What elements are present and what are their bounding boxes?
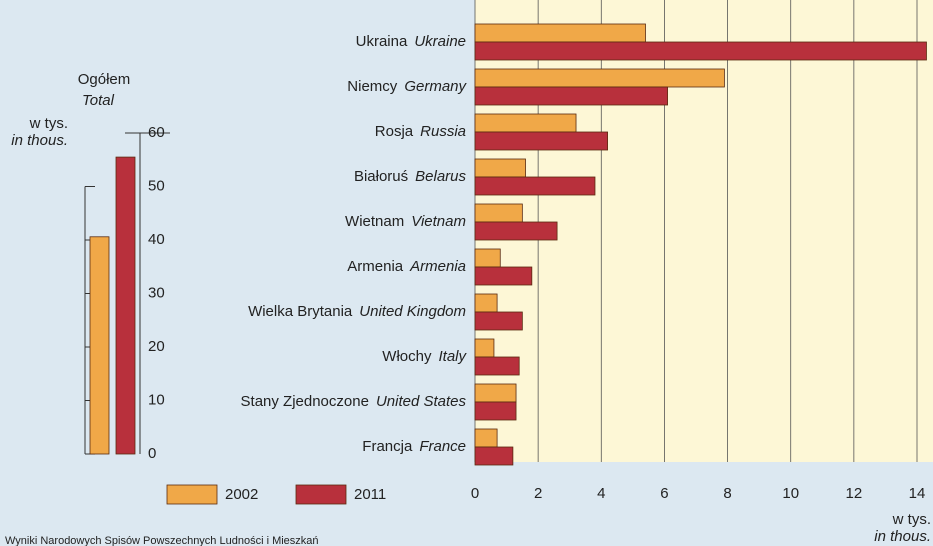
total-title: Ogółem [78, 71, 131, 88]
bar [474, 401, 517, 421]
bar [474, 383, 517, 403]
y-tick-label: 30 [148, 284, 165, 301]
category-label-en: Ukraine [414, 33, 466, 50]
x-tick-label: 6 [660, 485, 668, 502]
category-label: Armenia [347, 258, 404, 275]
bar [474, 266, 533, 286]
x-label: w tys. [892, 511, 931, 528]
category-label: Rosja [375, 123, 414, 140]
bar [474, 68, 725, 88]
category-label-en: Germany [404, 78, 467, 95]
x-tick-label: 4 [597, 485, 605, 502]
category-label-en: Russia [420, 123, 466, 140]
bar [474, 311, 523, 331]
bar [474, 293, 498, 313]
y-tick-label: 10 [148, 391, 165, 408]
bar [474, 248, 501, 268]
category-label: Włochy [382, 348, 432, 365]
y-label: w tys. [29, 115, 68, 132]
total-bar [89, 236, 110, 455]
category-label-en: United Kingdom [359, 303, 466, 320]
total-bar [115, 156, 136, 455]
category-label-en: United States [376, 393, 467, 410]
bar [474, 356, 520, 376]
category-label: Wielka Brytania [248, 303, 353, 320]
category-label: Niemcy [347, 78, 398, 95]
bar [474, 131, 609, 151]
y-label-en: in thous. [11, 132, 68, 149]
category-label-en: Italy [438, 348, 467, 365]
legend-swatch [166, 484, 218, 505]
bar [474, 203, 523, 223]
category-label: Białoruś [354, 168, 408, 185]
bar [474, 113, 577, 133]
total-subtitle: Total [82, 92, 115, 109]
bar [474, 41, 927, 61]
bar [474, 446, 514, 466]
bar [474, 23, 646, 43]
bar [474, 176, 596, 196]
category-label-en: Armenia [409, 258, 466, 275]
source: Wyniki Narodowych Spisów Powszechnych Lu… [5, 535, 319, 546]
y-tick-label: 20 [148, 338, 165, 355]
legend-swatch [295, 484, 347, 505]
x-tick-label: 10 [782, 485, 799, 502]
y-tick-label: 40 [148, 231, 165, 248]
category-label-en: France [419, 438, 466, 455]
bar [474, 428, 498, 448]
category-label: Wietnam [345, 213, 404, 230]
y-tick-label: 0 [148, 445, 156, 462]
x-tick-label: 2 [534, 485, 542, 502]
category-label: Stany Zjednoczone [241, 393, 369, 410]
legend-label: 2002 [225, 486, 258, 503]
category-label-en: Belarus [415, 168, 466, 185]
y-tick-label: 50 [148, 177, 165, 194]
category-label-en: Vietnam [411, 213, 466, 230]
x-tick-label: 12 [846, 485, 863, 502]
category-label: Ukraina [356, 33, 408, 50]
x-label-en: in thous. [874, 528, 931, 545]
bar [474, 158, 526, 178]
legend-label: 2011 [354, 486, 386, 503]
category-label: Francja [362, 438, 413, 455]
bar [474, 338, 495, 358]
x-tick-label: 8 [723, 485, 731, 502]
x-tick-label: 0 [471, 485, 479, 502]
y-tick-label: 60 [148, 124, 165, 141]
bar [474, 86, 668, 106]
bar [474, 221, 558, 241]
x-tick-label: 14 [909, 485, 926, 502]
